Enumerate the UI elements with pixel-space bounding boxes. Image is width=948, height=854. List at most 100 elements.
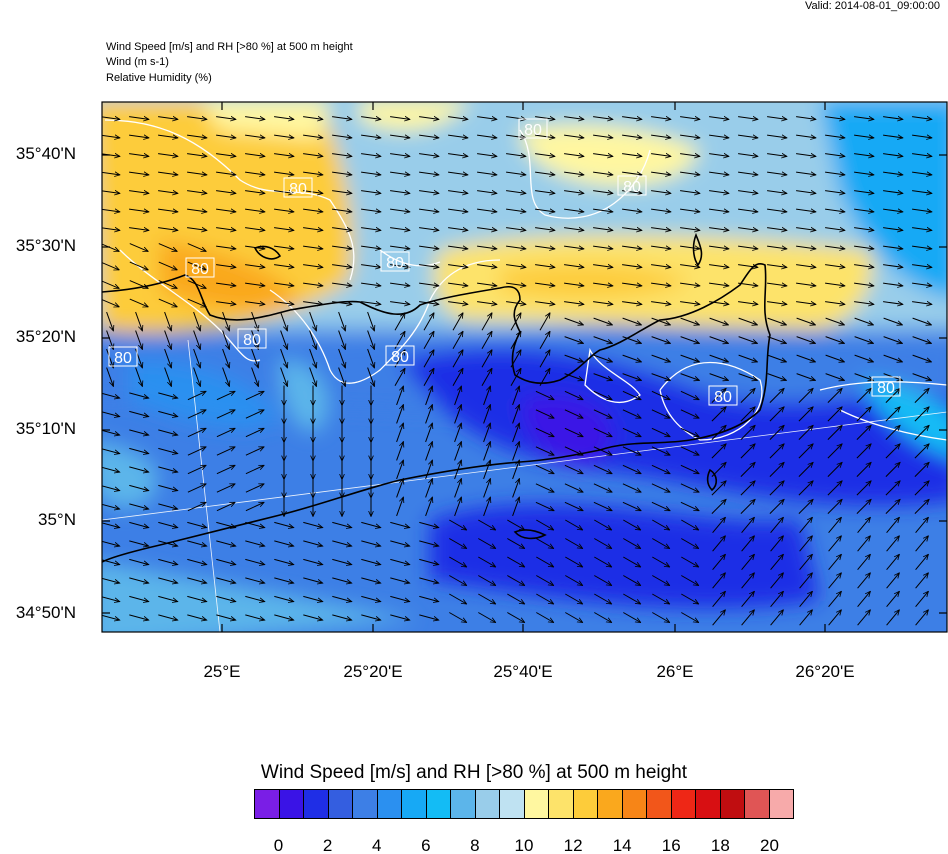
wind-arrow [274,117,294,120]
wind-arrow [507,519,524,530]
wind-arrow [712,517,726,534]
wind-arrow [390,614,409,620]
wind-arrow [623,556,640,567]
wind-arrow [680,117,700,120]
wind-arrow [129,172,149,175]
colorbar-swatch [500,790,525,818]
wind-arrow [565,593,582,604]
wind-arrow [216,558,235,564]
wind-arrow [448,172,468,175]
wind-arrow [825,117,845,120]
wind-arrow [361,265,381,268]
wind-arrow [854,265,874,268]
rh-80-label: 80 [380,251,410,272]
wind-arrow [564,117,584,120]
wind-arrow [738,172,758,175]
wind-arrow [914,499,929,514]
wind-arrow [309,367,317,387]
wind-arrow [711,481,726,496]
wind-arrow [767,373,787,381]
wind-arrow [827,444,842,459]
wind-arrow [767,172,787,175]
wind-arrow [622,135,642,138]
svg-text:80: 80 [243,332,261,349]
wind-arrow [651,336,671,344]
wind-arrow [914,444,929,459]
wind-arrow [129,228,149,231]
wind-arrow [914,407,929,422]
wind-arrow [102,299,119,307]
wind-arrow [593,302,613,305]
wind-arrow [652,556,669,567]
wind-arrow [767,302,787,305]
wind-arrow [309,330,317,350]
wind-arrow [912,154,932,157]
colorbar-swatch [524,790,549,818]
wind-arrow [483,423,491,443]
wind-arrow [738,246,758,249]
wind-arrow [158,392,177,398]
wind-arrow [187,614,206,620]
wind-arrow [854,135,874,138]
wind-arrow [245,464,264,475]
wind-arrow [187,521,206,527]
wind-arrow [593,265,613,268]
wind-arrow [245,558,264,564]
colorbar-swatch [279,790,304,818]
wind-arrow [798,499,813,514]
wind-arrow [535,172,555,175]
wind-arrow [564,409,583,419]
wind-arrow [193,348,201,368]
wind-arrow [825,354,845,362]
wind-arrow [245,614,264,620]
lon-label-25-20: 25°20'E [343,662,403,681]
header-field-1: Wind Speed [m/s] and RH [>80 %] at 500 m… [106,41,353,53]
wind-arrow [477,265,497,268]
wind-arrow [564,427,583,438]
wind-arrow [770,554,784,571]
wind-arrow [245,409,264,419]
wind-arrow [338,330,346,350]
wind-arrow [681,612,698,623]
wind-arrow [798,462,813,477]
colorbar-tick-label: 2 [322,836,333,854]
wind-arrow [102,209,120,212]
wind-arrow [535,302,555,305]
wind-arrow [652,538,669,549]
wind-arrow [452,331,463,349]
wind-arrow [361,154,381,157]
wind-arrow [769,425,784,440]
wind-arrow [512,386,520,406]
wind-arrow [622,154,642,157]
wind-vectors [102,117,932,626]
wind-arrow [915,573,929,589]
wind-arrow [825,336,845,344]
wind-arrow [481,331,492,349]
wind-arrow [129,209,149,212]
wind-arrow [506,191,526,194]
rh-contour-labels: 80 80 80 80 80 80 80 80 80 80 [108,118,901,406]
wind-arrow [423,350,434,368]
wind-arrow [419,154,439,157]
wind-arrow [915,610,929,626]
wind-arrow [245,209,265,212]
wind-arrow [651,209,671,212]
wind-arrow [712,573,726,589]
wind-arrow [506,172,526,175]
wind-arrow [885,499,900,514]
wind-arrow [309,348,317,368]
wind-arrow [594,575,611,586]
wind-arrow [593,427,612,438]
wind-arrow [709,246,729,249]
wind-arrow [187,298,206,307]
wind-arrow [216,483,235,493]
wind-arrow [303,246,323,249]
wind-arrow [129,117,149,120]
wind-arrow [594,538,611,549]
wind-arrow [914,425,929,440]
wind-arrow [535,246,555,249]
wind-arrow [129,298,148,307]
wind-arrow [738,191,758,194]
wind-arrow [535,409,554,419]
wind-arrow [741,610,755,626]
